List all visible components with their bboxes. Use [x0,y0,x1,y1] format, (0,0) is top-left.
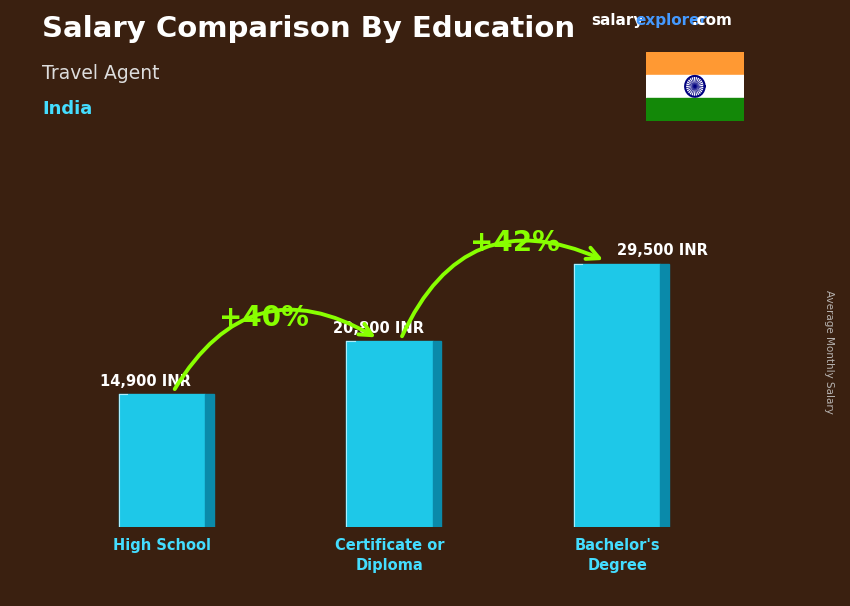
Text: 14,900 INR: 14,900 INR [100,374,191,389]
Text: Average Monthly Salary: Average Monthly Salary [824,290,834,413]
Bar [646,52,744,75]
Text: Salary Comparison By Education: Salary Comparison By Education [42,15,575,43]
Text: 20,800 INR: 20,800 INR [332,321,423,336]
Text: India: India [42,100,93,118]
Polygon shape [205,394,214,527]
Text: .com: .com [691,13,732,28]
Polygon shape [346,341,433,527]
Text: salary: salary [591,13,643,28]
Polygon shape [574,264,660,527]
Polygon shape [660,264,669,527]
Polygon shape [119,394,205,527]
Text: explorer: explorer [636,13,708,28]
Text: +42%: +42% [470,229,559,257]
Bar [646,98,744,121]
Text: Travel Agent: Travel Agent [42,64,160,82]
Polygon shape [433,341,441,527]
Text: +40%: +40% [219,304,309,332]
Bar [646,75,744,98]
Text: 29,500 INR: 29,500 INR [617,244,708,258]
